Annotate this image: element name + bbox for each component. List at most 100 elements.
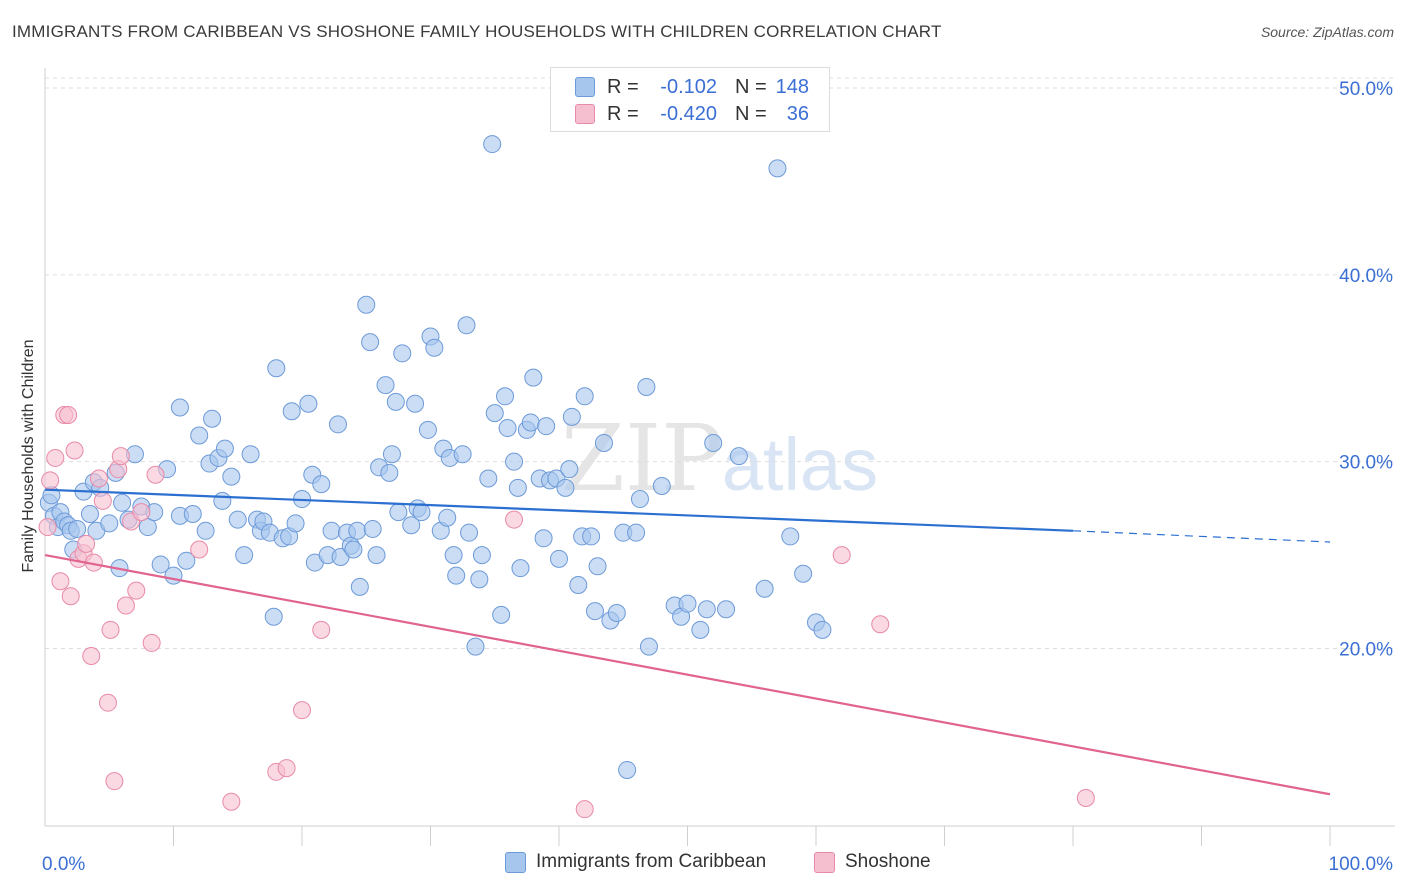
data-point: [51, 572, 70, 591]
data-point: [100, 514, 119, 533]
data-point: [222, 792, 241, 811]
data-point: [386, 392, 405, 411]
data-point: [146, 465, 165, 484]
data-point: [312, 620, 331, 639]
data-point: [562, 407, 581, 426]
data-point: [781, 527, 800, 546]
data-point: [768, 159, 787, 178]
data-point: [832, 546, 851, 565]
data-point: [492, 605, 511, 624]
legend-row-shoshone: R = -0.420 N = 36: [575, 102, 809, 126]
y-tick-label: 40.0%: [1339, 266, 1393, 287]
data-point: [508, 478, 527, 497]
data-point: [293, 701, 311, 720]
trend-line-extension: [1072, 530, 1331, 543]
data-point: [228, 510, 247, 529]
data-point: [794, 564, 813, 583]
data-point: [267, 359, 286, 378]
data-point: [350, 577, 369, 596]
data-point: [472, 546, 491, 565]
data-point: [380, 463, 399, 482]
legend-r-value: -0.102: [660, 75, 717, 98]
data-point: [594, 434, 613, 452]
data-point: [282, 402, 301, 421]
data-point: [483, 135, 502, 154]
data-point: [138, 518, 157, 537]
watermark: ZIP atlas: [561, 405, 878, 512]
legend-r-value: -0.420: [660, 102, 717, 125]
data-point: [550, 549, 568, 568]
data-point: [453, 445, 472, 464]
data-point: [105, 772, 124, 791]
data-point: [560, 460, 579, 479]
data-point: [438, 508, 457, 527]
series-shoshone-points: [38, 405, 1095, 819]
data-point: [77, 534, 96, 553]
axes: [44, 68, 1395, 846]
data-point: [534, 529, 553, 548]
data-point: [111, 447, 130, 466]
data-point: [425, 338, 444, 357]
data-point: [142, 633, 161, 652]
data-point: [382, 445, 401, 464]
legend-r-label: R =: [607, 102, 639, 125]
data-point: [98, 693, 117, 712]
data-point: [344, 540, 363, 559]
data-point: [637, 377, 656, 396]
data-point: [68, 519, 87, 538]
data-point: [367, 546, 386, 565]
data-point: [717, 600, 736, 619]
data-point: [697, 600, 716, 619]
data-point: [328, 415, 347, 434]
data-point: [470, 570, 489, 589]
data-point: [521, 413, 540, 432]
data-point: [196, 521, 215, 540]
data-point: [151, 555, 170, 574]
data-point: [575, 387, 594, 406]
data-point: [871, 615, 890, 634]
data-point: [361, 333, 380, 352]
data-point: [299, 394, 318, 413]
data-point: [183, 504, 202, 523]
data-point: [127, 581, 146, 600]
legend-item-shoshone[interactable]: Shoshone: [814, 851, 931, 873]
y-tick-label: 50.0%: [1339, 79, 1393, 100]
data-point: [704, 434, 723, 452]
data-point: [505, 452, 524, 471]
data-point: [61, 587, 80, 606]
x-tick-label: 0.0%: [42, 854, 85, 875]
y-tick-labels: 20.0% 30.0% 40.0% 50.0%: [1339, 79, 1393, 660]
data-point: [537, 417, 556, 436]
data-point: [80, 504, 99, 523]
legend-r-label: R =: [607, 75, 639, 98]
data-point: [46, 448, 65, 467]
data-point: [65, 441, 84, 460]
data-point: [511, 559, 530, 578]
data-point: [457, 316, 476, 335]
data-point: [418, 420, 437, 439]
data-point: [582, 527, 601, 546]
data-point: [38, 518, 57, 537]
data-point: [286, 514, 305, 533]
data-point: [585, 602, 604, 621]
data-point: [241, 445, 260, 464]
trend-line: [44, 488, 1074, 532]
data-point: [264, 607, 283, 626]
data-point: [678, 594, 697, 613]
legend-n-label: N =: [735, 102, 767, 125]
legend-item-caribbean[interactable]: Immigrants from Caribbean: [505, 851, 766, 873]
data-point: [393, 344, 412, 363]
data-point: [235, 546, 254, 565]
data-point: [556, 478, 575, 497]
chart-title: IMMIGRANTS FROM CARIBBEAN VS SHOSHONE FA…: [12, 22, 942, 41]
data-point: [412, 503, 431, 522]
data-point: [190, 426, 209, 445]
legend-label-caribbean: Immigrants from Caribbean: [536, 851, 767, 872]
data-point: [59, 405, 78, 424]
legend-swatch-caribbean: [575, 77, 595, 97]
data-point: [322, 521, 341, 540]
data-point: [729, 447, 748, 466]
data-point: [575, 800, 594, 819]
data-point: [116, 596, 135, 615]
